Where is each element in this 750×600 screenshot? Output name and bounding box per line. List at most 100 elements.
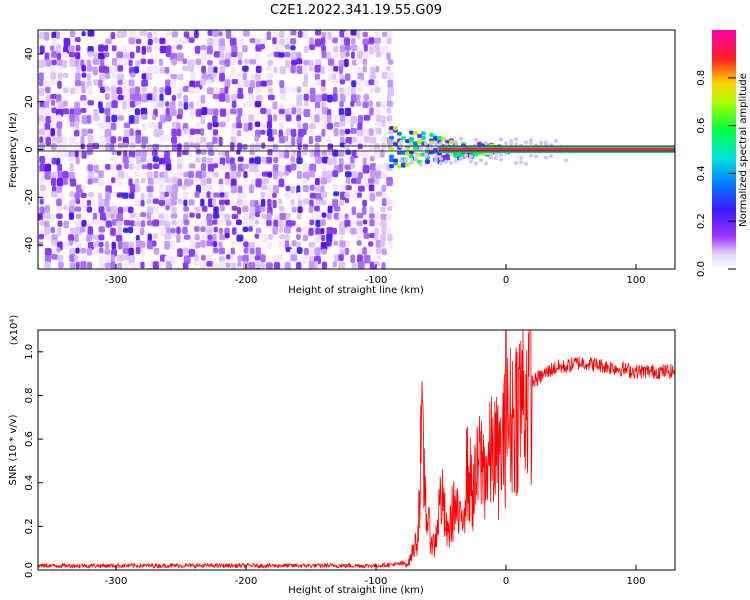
heatmap-cell bbox=[303, 73, 309, 83]
heatmap-cell bbox=[320, 66, 325, 75]
heatmap-cell bbox=[140, 58, 147, 65]
heatmap-cell bbox=[389, 158, 394, 163]
heatmap-cell bbox=[164, 233, 172, 240]
heatmap-cell bbox=[195, 122, 201, 128]
heatmap-cell bbox=[387, 79, 394, 89]
heatmap-cell bbox=[207, 254, 213, 261]
heatmap-cell bbox=[248, 163, 256, 172]
heatmap-cell bbox=[56, 31, 61, 40]
heatmap-cell bbox=[201, 51, 208, 60]
heatmap-cell bbox=[87, 164, 94, 172]
heatmap-cell bbox=[111, 156, 116, 162]
heatmap-cell bbox=[110, 143, 115, 151]
heatmap-cell bbox=[267, 185, 273, 195]
heatmap-cell bbox=[290, 65, 296, 74]
heatmap-cell bbox=[224, 58, 231, 67]
spectrogram-x-ticks: -300 -200 -100 0 100 bbox=[105, 264, 646, 286]
heatmap-cell bbox=[50, 171, 57, 179]
heatmap-cell bbox=[302, 122, 308, 131]
heatmap-cell bbox=[261, 171, 269, 177]
heatmap-cell bbox=[152, 143, 160, 150]
heatmap-cell bbox=[63, 37, 71, 47]
heatmap-cell bbox=[80, 107, 87, 114]
heatmap-cell bbox=[243, 241, 249, 248]
heatmap-cell bbox=[40, 268, 44, 269]
heatmap-cell bbox=[236, 192, 242, 199]
heatmap-cell bbox=[484, 161, 488, 166]
heatmap-cell bbox=[284, 44, 291, 50]
heatmap-cell bbox=[249, 73, 255, 80]
heatmap-cell bbox=[381, 184, 387, 192]
heatmap-cell bbox=[266, 212, 272, 220]
heatmap-cell bbox=[362, 101, 369, 109]
heatmap-cell bbox=[105, 136, 112, 143]
heatmap-cell bbox=[74, 233, 79, 243]
heatmap-cell bbox=[320, 234, 326, 242]
heatmap-cell bbox=[117, 206, 124, 215]
heatmap-cell bbox=[320, 177, 328, 185]
heatmap-cell bbox=[87, 51, 94, 57]
heatmap-cell bbox=[315, 199, 322, 205]
heatmap-cell bbox=[224, 213, 231, 222]
heatmap-cell bbox=[195, 184, 201, 194]
heatmap-cell bbox=[218, 93, 226, 102]
heatmap-cell bbox=[62, 240, 69, 249]
heatmap-cell bbox=[116, 213, 124, 222]
heatmap-cell bbox=[362, 150, 369, 157]
heatmap-cell bbox=[338, 37, 345, 46]
heatmap-cell bbox=[484, 141, 488, 146]
heatmap-cell bbox=[314, 234, 321, 244]
heatmap-cell bbox=[98, 206, 105, 214]
heatmap-cell bbox=[212, 247, 219, 254]
heatmap-cell bbox=[380, 136, 388, 144]
heatmap-cell bbox=[267, 149, 274, 156]
heatmap-cell bbox=[128, 192, 135, 199]
heatmap-cell bbox=[356, 94, 361, 101]
heatmap-cell bbox=[344, 219, 351, 228]
heatmap-cell bbox=[326, 51, 332, 60]
heatmap-cell bbox=[433, 136, 438, 141]
heatmap-cell bbox=[182, 262, 189, 269]
heatmap-cell bbox=[417, 152, 422, 157]
heatmap-cell bbox=[218, 247, 225, 255]
heatmap-cell bbox=[81, 86, 86, 94]
heatmap-cell bbox=[50, 128, 56, 137]
heatmap-cell bbox=[87, 192, 95, 198]
heatmap-cell bbox=[339, 184, 344, 193]
heatmap-cell bbox=[194, 261, 200, 267]
heatmap-cell bbox=[68, 150, 74, 159]
heatmap-cell bbox=[514, 160, 518, 165]
heatmap-cell bbox=[273, 269, 279, 276]
heatmap-cell bbox=[129, 262, 136, 269]
heatmap-cell bbox=[369, 233, 376, 239]
heatmap-cell bbox=[351, 94, 357, 103]
heatmap-cell bbox=[111, 58, 118, 67]
heatmap-cell bbox=[170, 255, 176, 265]
heatmap-cell bbox=[260, 191, 266, 198]
heatmap-cell bbox=[80, 135, 85, 145]
heatmap-cell bbox=[381, 45, 388, 55]
heatmap-cell bbox=[303, 108, 311, 118]
heatmap-cell bbox=[302, 129, 307, 135]
heatmap-cell bbox=[255, 44, 262, 52]
heatmap-cell bbox=[170, 79, 177, 88]
heatmap-cell bbox=[219, 213, 227, 222]
heatmap-cell bbox=[314, 101, 321, 109]
heatmap-cell bbox=[499, 137, 503, 142]
heatmap-cell bbox=[200, 79, 206, 86]
heatmap-cell bbox=[129, 87, 137, 97]
heatmap-cell bbox=[344, 164, 352, 170]
heatmap-cell bbox=[62, 100, 68, 107]
heatmap-cell bbox=[111, 177, 116, 184]
heatmap-cell bbox=[153, 170, 159, 179]
heatmap-cell bbox=[207, 234, 213, 240]
heatmap-cell bbox=[39, 156, 46, 164]
heatmap-cell bbox=[374, 37, 381, 44]
heatmap-cell bbox=[321, 164, 327, 173]
heatmap-cell bbox=[439, 156, 443, 161]
heatmap-cell bbox=[200, 226, 206, 233]
heatmap-cell bbox=[98, 192, 103, 200]
heatmap-cell bbox=[128, 178, 133, 187]
heatmap-cell bbox=[105, 38, 112, 44]
heatmap-cell bbox=[437, 135, 442, 140]
